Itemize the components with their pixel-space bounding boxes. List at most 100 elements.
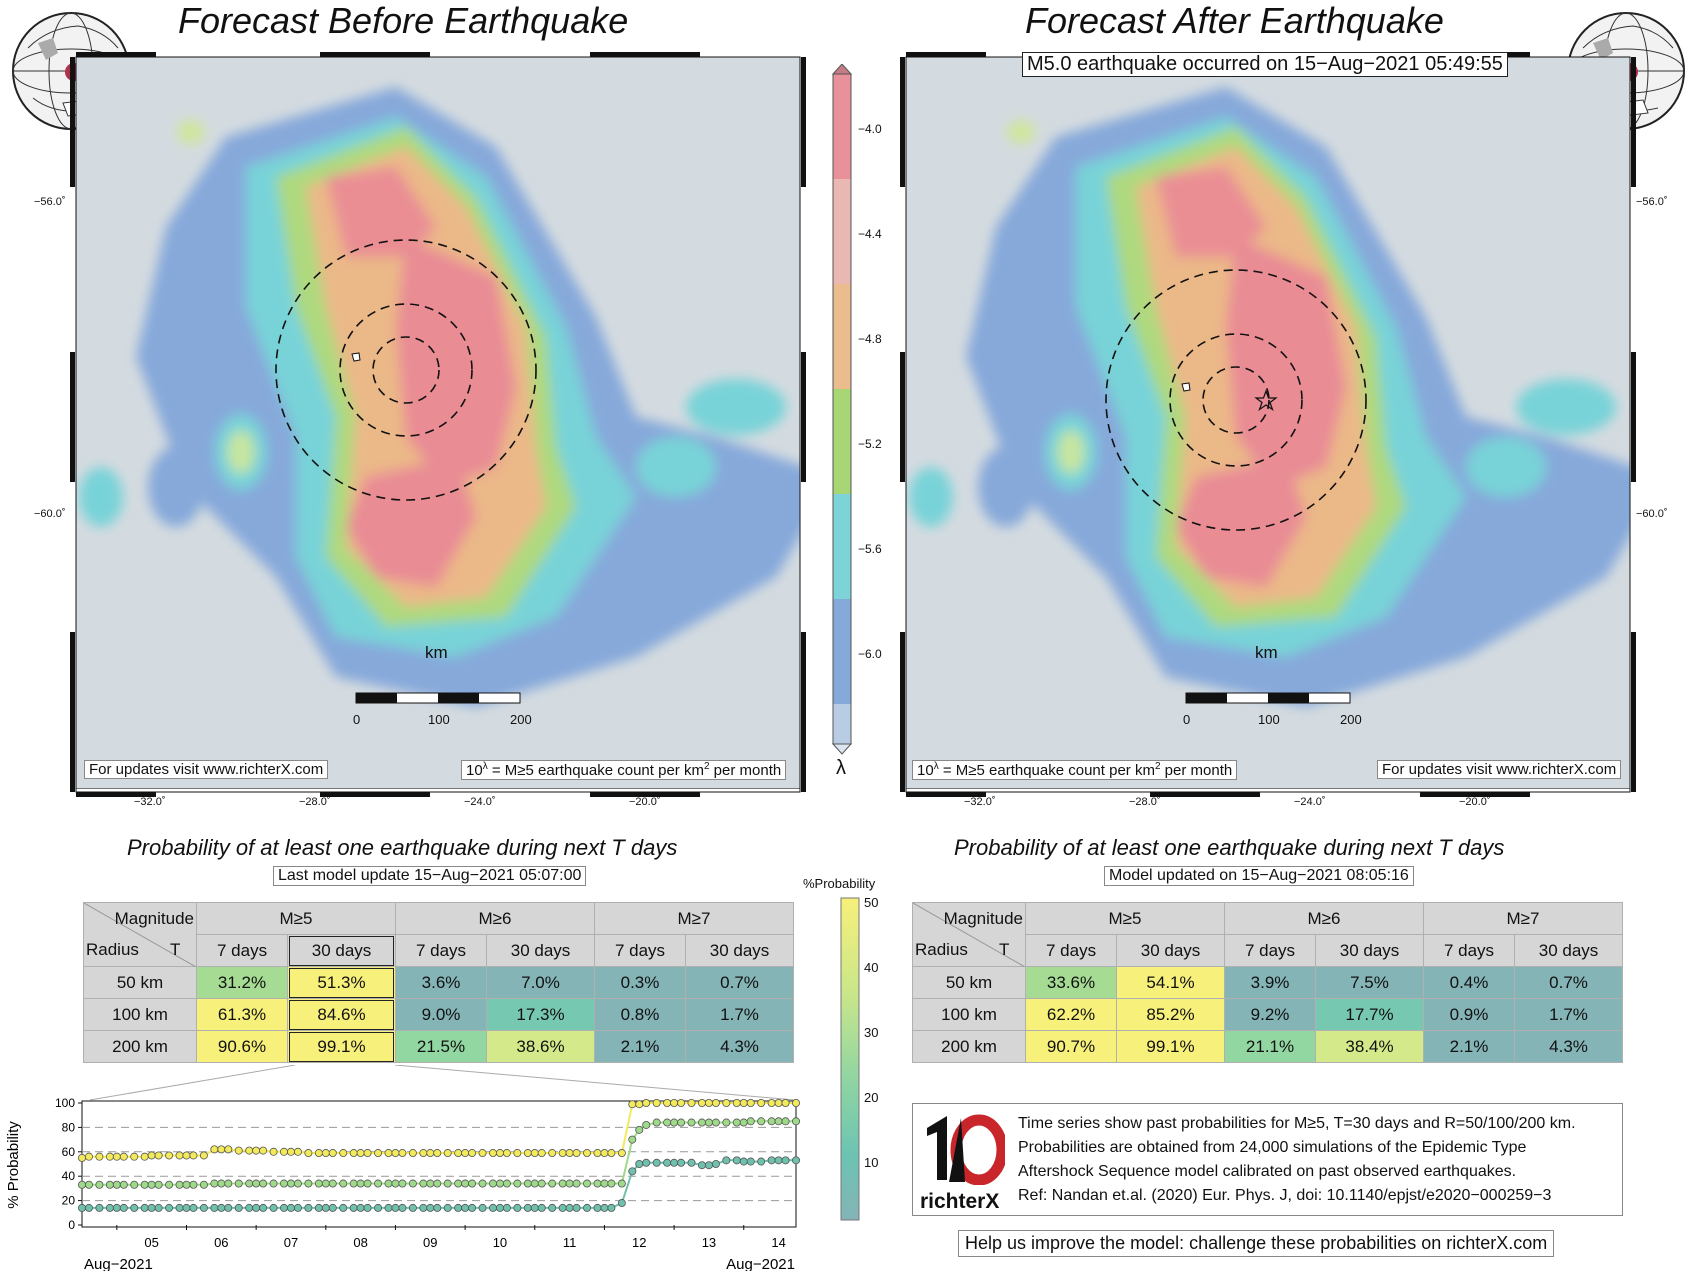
right-scale-100: 100: [1258, 712, 1280, 727]
series-point: [199, 1203, 208, 1212]
series-point: [269, 1147, 278, 1156]
right-scale-0: 0: [1183, 712, 1191, 727]
info-line: Probabilities are obtained from 24,000 s…: [1018, 1139, 1527, 1156]
table-cell: 0.9%: [1422, 998, 1516, 1031]
series-point: [739, 1157, 748, 1166]
x-tick-label: 10: [493, 1235, 507, 1250]
table-cell: 7.5%: [1315, 966, 1424, 999]
series-point: [245, 1203, 254, 1212]
series-point: [670, 1118, 679, 1127]
x-tick-label: 05: [144, 1235, 158, 1250]
series-point: [635, 1160, 644, 1169]
left-lat-60: −60.0˚: [34, 508, 66, 520]
left-scale-bar: [355, 692, 521, 704]
series-point: [757, 1099, 766, 1107]
prob-tick-40: 40: [864, 960, 879, 975]
series-point: [259, 1203, 268, 1212]
series-point: [628, 1100, 637, 1109]
series-point: [217, 1203, 226, 1212]
series-point: [687, 1099, 696, 1107]
series-point: [280, 1203, 289, 1212]
series-point: [356, 1179, 365, 1188]
series-point: [140, 1180, 149, 1189]
info-line: Ref: Nandan et.al. (2020) Eur. Phys. J, …: [1018, 1187, 1552, 1204]
x-axis-label-right: Aug−2021: [726, 1256, 795, 1271]
left-lon-28: −28.0˚: [299, 796, 331, 808]
table-cell: 84.6%: [287, 998, 396, 1031]
left-probability-table: Magnitude Radius T M≥5 M≥6 M≥7 7 days 30…: [83, 902, 795, 1063]
series-point: [704, 1099, 713, 1107]
header-30days: 30 days: [1514, 934, 1623, 967]
corner-diagonal: [913, 903, 1025, 967]
radius-label: 200 km: [912, 1030, 1026, 1063]
series-point: [468, 1203, 477, 1212]
table-cell: 99.1%: [287, 1030, 396, 1063]
series-point: [105, 1152, 114, 1161]
series-point: [259, 1179, 268, 1188]
left-forecast-map: [76, 57, 800, 789]
series-point: [635, 1100, 644, 1109]
series-point: [670, 1158, 679, 1167]
series-point: [234, 1146, 243, 1155]
series-point: [478, 1149, 487, 1158]
series-point: [711, 1118, 720, 1127]
series-point: [663, 1118, 672, 1127]
table-cell: 2.1%: [1422, 1030, 1516, 1063]
series-point: [704, 1161, 713, 1170]
table-row: 50 km 33.6% 54.1% 3.9% 7.5% 0.4% 0.7%: [912, 966, 1623, 999]
y-tick-label: 20: [62, 1194, 76, 1208]
series-point: [767, 1117, 776, 1126]
series-point: [513, 1149, 522, 1158]
table-cell: 90.7%: [1024, 1030, 1118, 1063]
x-axis-label-left: Aug−2021: [84, 1256, 153, 1271]
series-point: [130, 1203, 139, 1212]
help-link[interactable]: Help us improve the model: challenge the…: [958, 1230, 1555, 1257]
series-point: [488, 1203, 497, 1212]
series-point: [565, 1203, 574, 1212]
series-point: [175, 1203, 184, 1212]
series-point: [704, 1118, 713, 1127]
series-point: [245, 1179, 254, 1188]
table-row: 100 km 62.2% 85.2% 9.2% 17.7% 0.9% 1.7%: [912, 998, 1623, 1031]
table-cell: 2.1%: [593, 1030, 687, 1063]
series-point: [252, 1203, 261, 1212]
series-point: [757, 1157, 766, 1166]
right-lat-60: −60.0˚: [1636, 508, 1668, 520]
series-point: [502, 1203, 511, 1212]
event-label: M5.0 earthquake occurred on 15−Aug−2021 …: [1022, 52, 1508, 77]
series-point: [391, 1203, 400, 1212]
series-point: [642, 1120, 651, 1129]
series-point: [328, 1149, 337, 1158]
series-point: [189, 1203, 198, 1212]
series-point: [732, 1099, 741, 1107]
series-point: [663, 1158, 672, 1167]
header-30days: 30 days: [1315, 934, 1424, 967]
series-point: [433, 1179, 442, 1188]
x-tick-label: 09: [423, 1235, 437, 1250]
series-point: [600, 1149, 609, 1158]
left-update-label: Last model update 15−Aug−2021 05:07:00: [273, 866, 587, 886]
series-point: [502, 1179, 511, 1188]
radius-label: 50 km: [83, 966, 197, 999]
header-30days: 30 days: [685, 934, 794, 967]
series-point: [774, 1117, 783, 1126]
series-point: [224, 1145, 233, 1154]
series-point: [454, 1203, 463, 1212]
series-point: [321, 1203, 330, 1212]
series-point: [523, 1203, 532, 1212]
series-point: [677, 1099, 686, 1107]
series-point: [774, 1156, 783, 1165]
series-point: [384, 1203, 393, 1212]
series-point: [84, 1203, 93, 1212]
right-updates-link[interactable]: For updates visit www.richterX.com: [1377, 760, 1622, 779]
series-point: [252, 1179, 261, 1188]
left-updates-link[interactable]: For updates visit www.richterX.com: [84, 760, 329, 779]
x-tick-label: 13: [702, 1235, 716, 1250]
series-point: [189, 1151, 198, 1160]
series-point: [617, 1199, 626, 1208]
series-point: [419, 1203, 428, 1212]
series-point: [617, 1179, 626, 1188]
colorbar-tick-4.0: −4.0: [858, 122, 882, 136]
series-point: [391, 1149, 400, 1158]
series-point: [321, 1149, 330, 1158]
